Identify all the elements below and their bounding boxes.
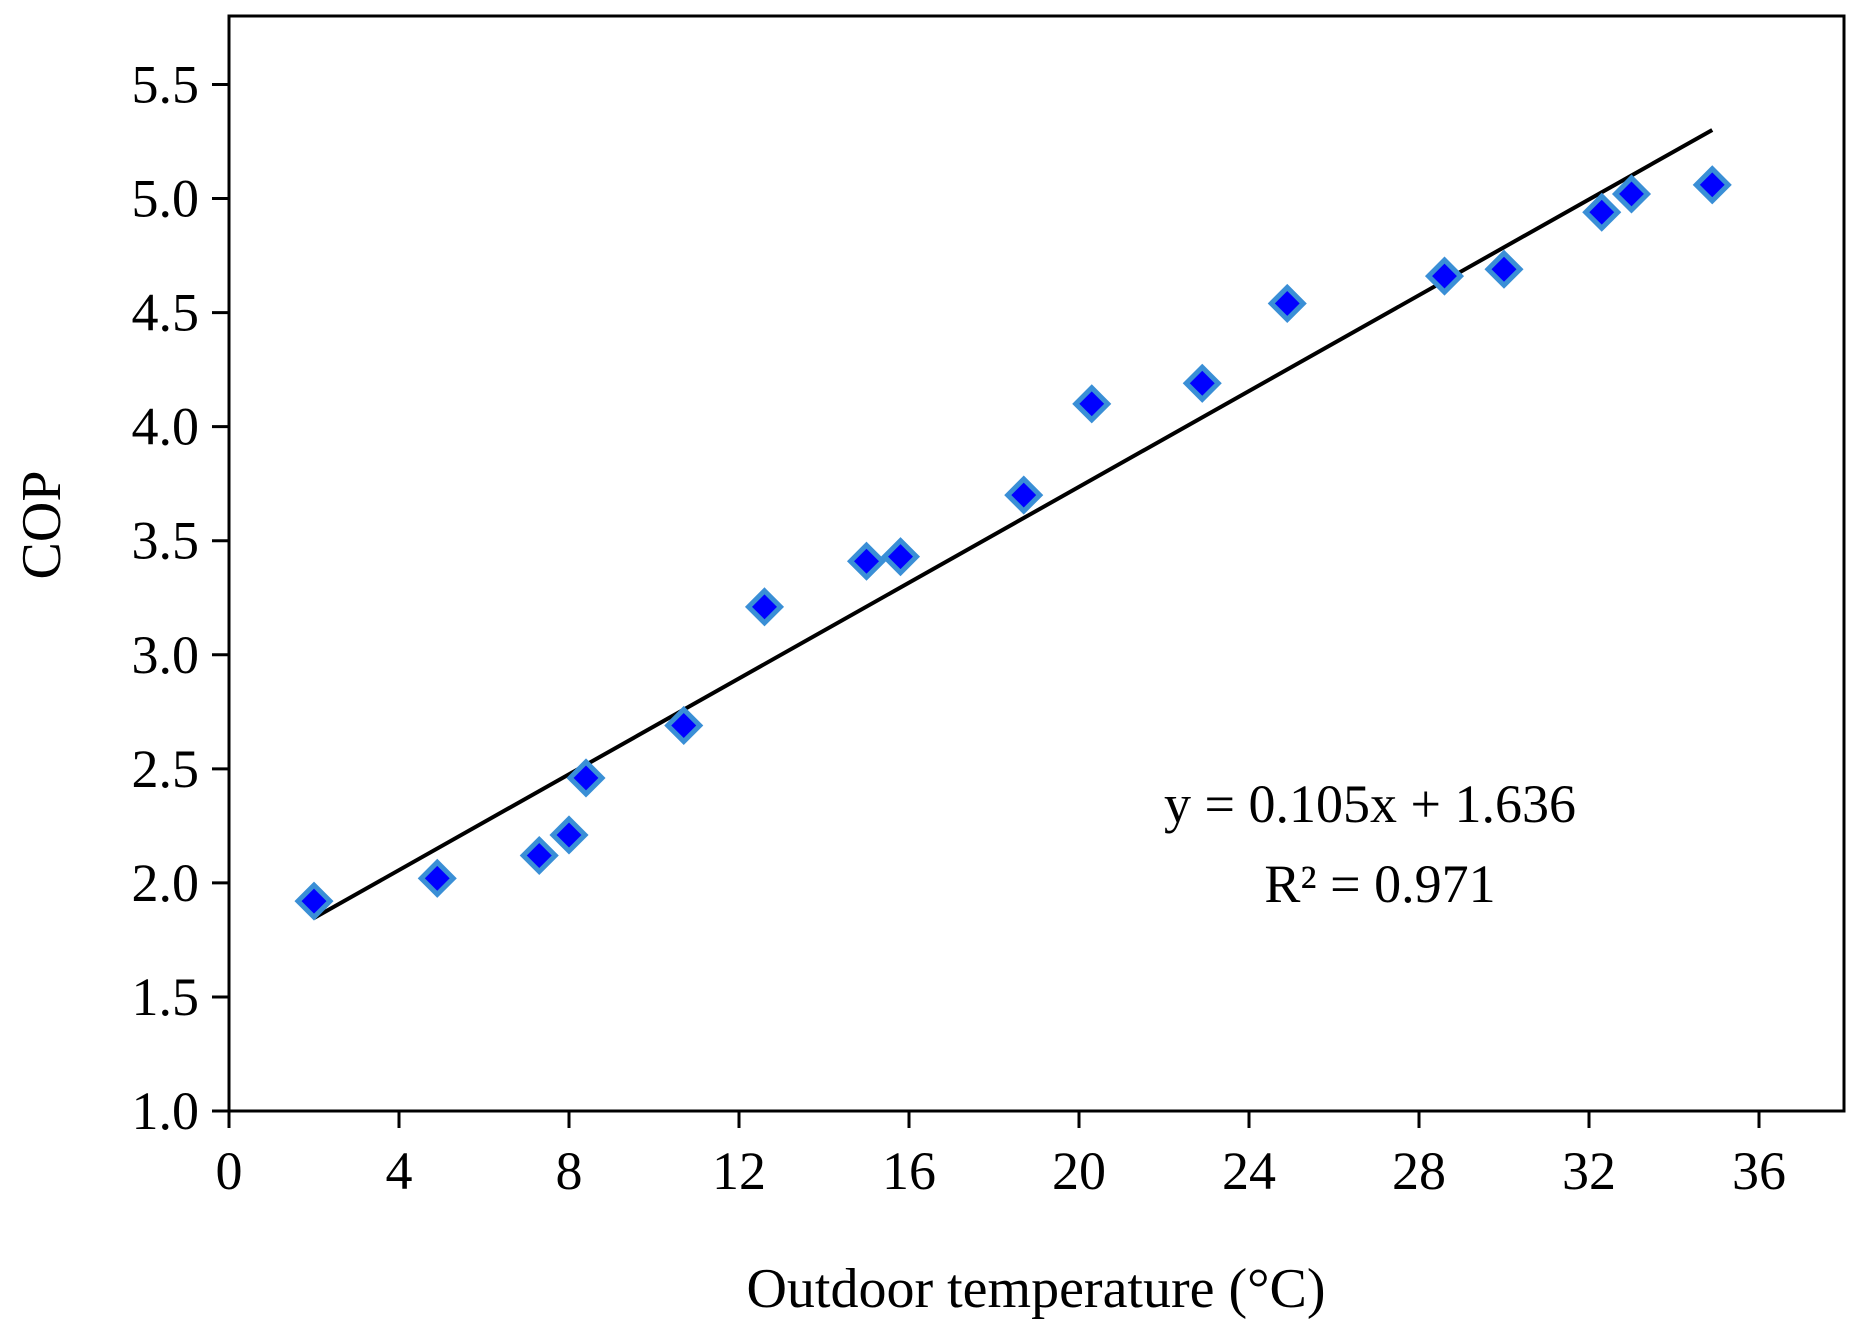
x-tick-label: 28 (1392, 1141, 1446, 1201)
x-tick-label: 4 (386, 1141, 413, 1201)
x-tick-label: 16 (882, 1141, 936, 1201)
data-point (744, 587, 785, 627)
data-point (1611, 174, 1652, 214)
data-point (1424, 256, 1465, 296)
data-point (549, 815, 589, 855)
data-point (1582, 192, 1622, 232)
x-axis-title: Outdoor temperature (°C) (746, 1258, 1325, 1320)
data-point (566, 758, 606, 798)
x-axis-ticks: 0 4 8 12 16 20 24 28 32 36 (216, 1111, 1786, 1201)
x-tick-label: 12 (712, 1141, 766, 1201)
data-point (1182, 363, 1222, 403)
y-tick-label: 5.0 (132, 169, 200, 229)
x-tick-label: 0 (216, 1141, 243, 1201)
x-tick-label: 32 (1562, 1141, 1616, 1201)
data-point (664, 705, 704, 746)
data-point (519, 835, 559, 876)
data-point (1004, 475, 1044, 515)
equation-label: y = 0.105x + 1.636 (1164, 774, 1576, 834)
plot-area (227, 14, 1846, 1113)
data-point (880, 537, 921, 577)
data-point (1267, 283, 1307, 323)
y-axis-title: COP (11, 471, 73, 580)
y-tick-label: 1.5 (132, 967, 200, 1027)
x-tick-label: 36 (1732, 1141, 1786, 1201)
data-point (1692, 165, 1732, 205)
y-axis-ticks: 1.0 1.5 2.0 2.5 3.0 3.5 4.0 4.5 5.0 5.5 (132, 54, 229, 1141)
data-point (846, 541, 887, 581)
data-point (294, 881, 334, 921)
y-tick-label: 2.0 (132, 853, 200, 913)
trendline (313, 128, 1714, 920)
x-tick-label: 8 (556, 1141, 583, 1201)
y-tick-label: 4.5 (132, 283, 200, 343)
data-point (1072, 384, 1112, 424)
data-point (417, 858, 457, 898)
x-tick-label: 20 (1052, 1141, 1106, 1201)
y-tick-label: 3.5 (132, 511, 200, 571)
x-tick-label: 24 (1222, 1141, 1276, 1201)
y-tick-label: 2.5 (132, 739, 200, 799)
y-tick-label: 5.5 (132, 54, 200, 114)
r-squared-label: R² = 0.971 (1264, 854, 1495, 914)
data-point (1484, 249, 1524, 289)
data-points (294, 165, 1732, 921)
y-tick-label: 1.0 (132, 1081, 200, 1141)
y-tick-label: 3.0 (132, 625, 200, 685)
y-tick-label: 4.0 (132, 397, 200, 457)
